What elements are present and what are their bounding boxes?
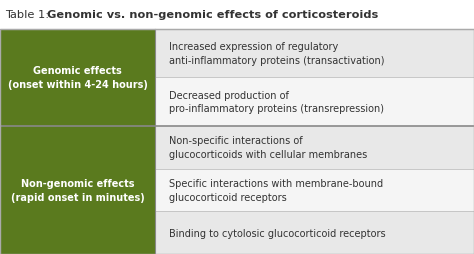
- Bar: [155, 30, 474, 78]
- Text: Binding to cytolosic glucocorticoid receptors: Binding to cytolosic glucocorticoid rece…: [169, 228, 385, 238]
- Text: Increased expression of regulatory
anti-inflammatory proteins (transactivation): Increased expression of regulatory anti-…: [169, 42, 384, 66]
- Bar: [0, 30, 474, 254]
- Text: Specific interactions with membrane-bound
glucocorticoid receptors: Specific interactions with membrane-boun…: [169, 178, 383, 202]
- Text: Genomic vs. non-genomic effects of corticosteroids: Genomic vs. non-genomic effects of corti…: [47, 10, 378, 20]
- Bar: [0, 126, 155, 254]
- Bar: [155, 78, 474, 126]
- Text: Non-genomic effects
(rapid onset in minutes): Non-genomic effects (rapid onset in minu…: [11, 178, 145, 202]
- Bar: [155, 169, 474, 211]
- Bar: [0, 0, 474, 30]
- Bar: [155, 211, 474, 254]
- Text: Table 1:: Table 1:: [5, 10, 53, 20]
- Bar: [155, 126, 474, 169]
- Text: Decreased production of
pro-inflammatory proteins (transrepression): Decreased production of pro-inflammatory…: [169, 90, 384, 114]
- Bar: [0, 30, 155, 126]
- Text: Genomic effects
(onset within 4-24 hours): Genomic effects (onset within 4-24 hours…: [8, 66, 148, 90]
- Text: Non-specific interactions of
glucocorticoids with cellular membranes: Non-specific interactions of glucocortic…: [169, 136, 367, 159]
